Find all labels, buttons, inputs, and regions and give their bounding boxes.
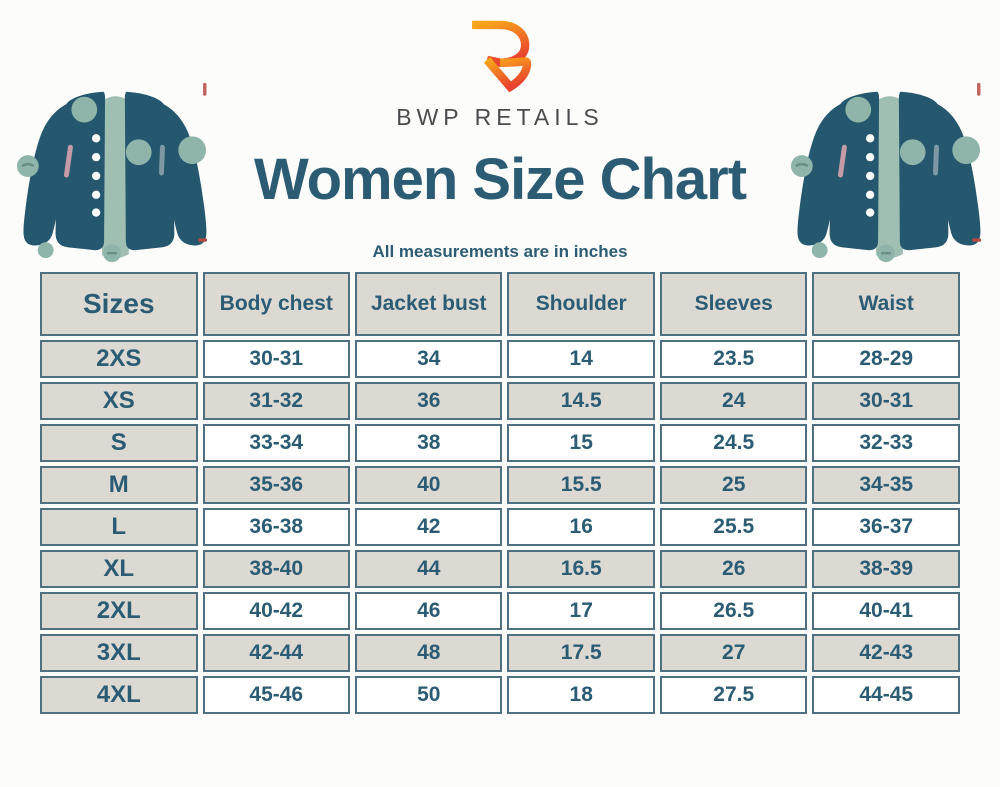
jacket-bust-value: 40 [355,466,503,504]
jacket-bust-value: 42 [355,508,503,546]
table-row: 2XL 40-42 46 17 26.5 40-41 [40,592,960,630]
column-header-shoulder: Shoulder [507,272,655,336]
shoulder-value: 15 [507,424,655,462]
size-chart-section: Sizes Body chest Jacket bust Shoulder Sl… [35,268,965,718]
jacket-bust-value: 34 [355,340,503,378]
shoulder-value: 14.5 [507,382,655,420]
waist-value: 42-43 [812,634,960,672]
size-label: XL [40,550,198,588]
size-label: XS [40,382,198,420]
sleeves-value: 27.5 [659,676,808,714]
body-chest-value: 35-36 [202,466,350,504]
header-row: Sizes Body chest Jacket bust Shoulder Sl… [40,272,960,336]
brand-logo: BWP RETAILS [0,18,1000,131]
waist-value: 32-33 [812,424,960,462]
shoulder-value: 18 [507,676,655,714]
jacket-bust-value: 44 [355,550,503,588]
shoulder-value: 16 [507,508,655,546]
jacket-bust-value: 36 [355,382,503,420]
jacket-bust-value: 50 [355,676,503,714]
column-header-jacket-bust: Jacket bust [355,272,503,336]
table-row: S 33-34 38 15 24.5 32-33 [40,424,960,462]
size-label: 2XS [40,340,198,378]
table-row: 2XS 30-31 34 14 23.5 28-29 [40,340,960,378]
body-chest-value: 42-44 [202,634,350,672]
body-chest-value: 31-32 [202,382,350,420]
table-row: 3XL 42-44 48 17.5 27 42-43 [40,634,960,672]
shoulder-value: 14 [507,340,655,378]
sleeves-value: 24 [659,382,808,420]
jacket-bust-value: 38 [355,424,503,462]
jacket-bust-value: 46 [355,592,503,630]
sleeves-value: 24.5 [659,424,808,462]
size-label: 3XL [40,634,198,672]
column-header-sizes: Sizes [40,272,198,336]
waist-value: 36-37 [812,508,960,546]
sleeves-value: 23.5 [659,340,808,378]
shoulder-value: 15.5 [507,466,655,504]
column-header-waist: Waist [812,272,960,336]
jacket-bust-value: 48 [355,634,503,672]
sleeves-value: 25 [659,466,808,504]
column-header-body-chest: Body chest [202,272,350,336]
waist-value: 30-31 [812,382,960,420]
table-row: M 35-36 40 15.5 25 34-35 [40,466,960,504]
size-label: 2XL [40,592,198,630]
waist-value: 38-39 [812,550,960,588]
body-chest-value: 40-42 [202,592,350,630]
table-row: L 36-38 42 16 25.5 36-37 [40,508,960,546]
size-label: 4XL [40,676,198,714]
waist-value: 28-29 [812,340,960,378]
page-subtitle: All measurements are in inches [372,242,628,261]
body-chest-value: 38-40 [202,550,350,588]
sleeves-value: 25.5 [659,508,808,546]
page-header: BWP RETAILS Women Size Chart All measure… [0,0,1000,268]
waist-value: 44-45 [812,676,960,714]
shoulder-value: 17 [507,592,655,630]
table-row: XS 31-32 36 14.5 24 30-31 [40,382,960,420]
rb-monogram-icon [467,19,532,97]
size-label: M [40,466,198,504]
table-row: XL 38-40 44 16.5 26 38-39 [40,550,960,588]
size-label: S [40,424,198,462]
sleeves-value: 27 [659,634,808,672]
body-chest-value: 36-38 [202,508,350,546]
shoulder-value: 17.5 [507,634,655,672]
sleeves-value: 26.5 [659,592,808,630]
shoulder-value: 16.5 [507,550,655,588]
size-chart-table: Sizes Body chest Jacket bust Shoulder Sl… [35,268,965,718]
column-header-sleeves: Sleeves [659,272,808,336]
body-chest-value: 45-46 [202,676,350,714]
size-label: L [40,508,198,546]
table-row: 4XL 45-46 50 18 27.5 44-45 [40,676,960,714]
waist-value: 34-35 [812,466,960,504]
body-chest-value: 30-31 [202,340,350,378]
body-chest-value: 33-34 [202,424,350,462]
sleeves-value: 26 [659,550,808,588]
brand-name: BWP RETAILS [396,104,604,130]
waist-value: 40-41 [812,592,960,630]
page-title: Women Size Chart [253,147,747,212]
